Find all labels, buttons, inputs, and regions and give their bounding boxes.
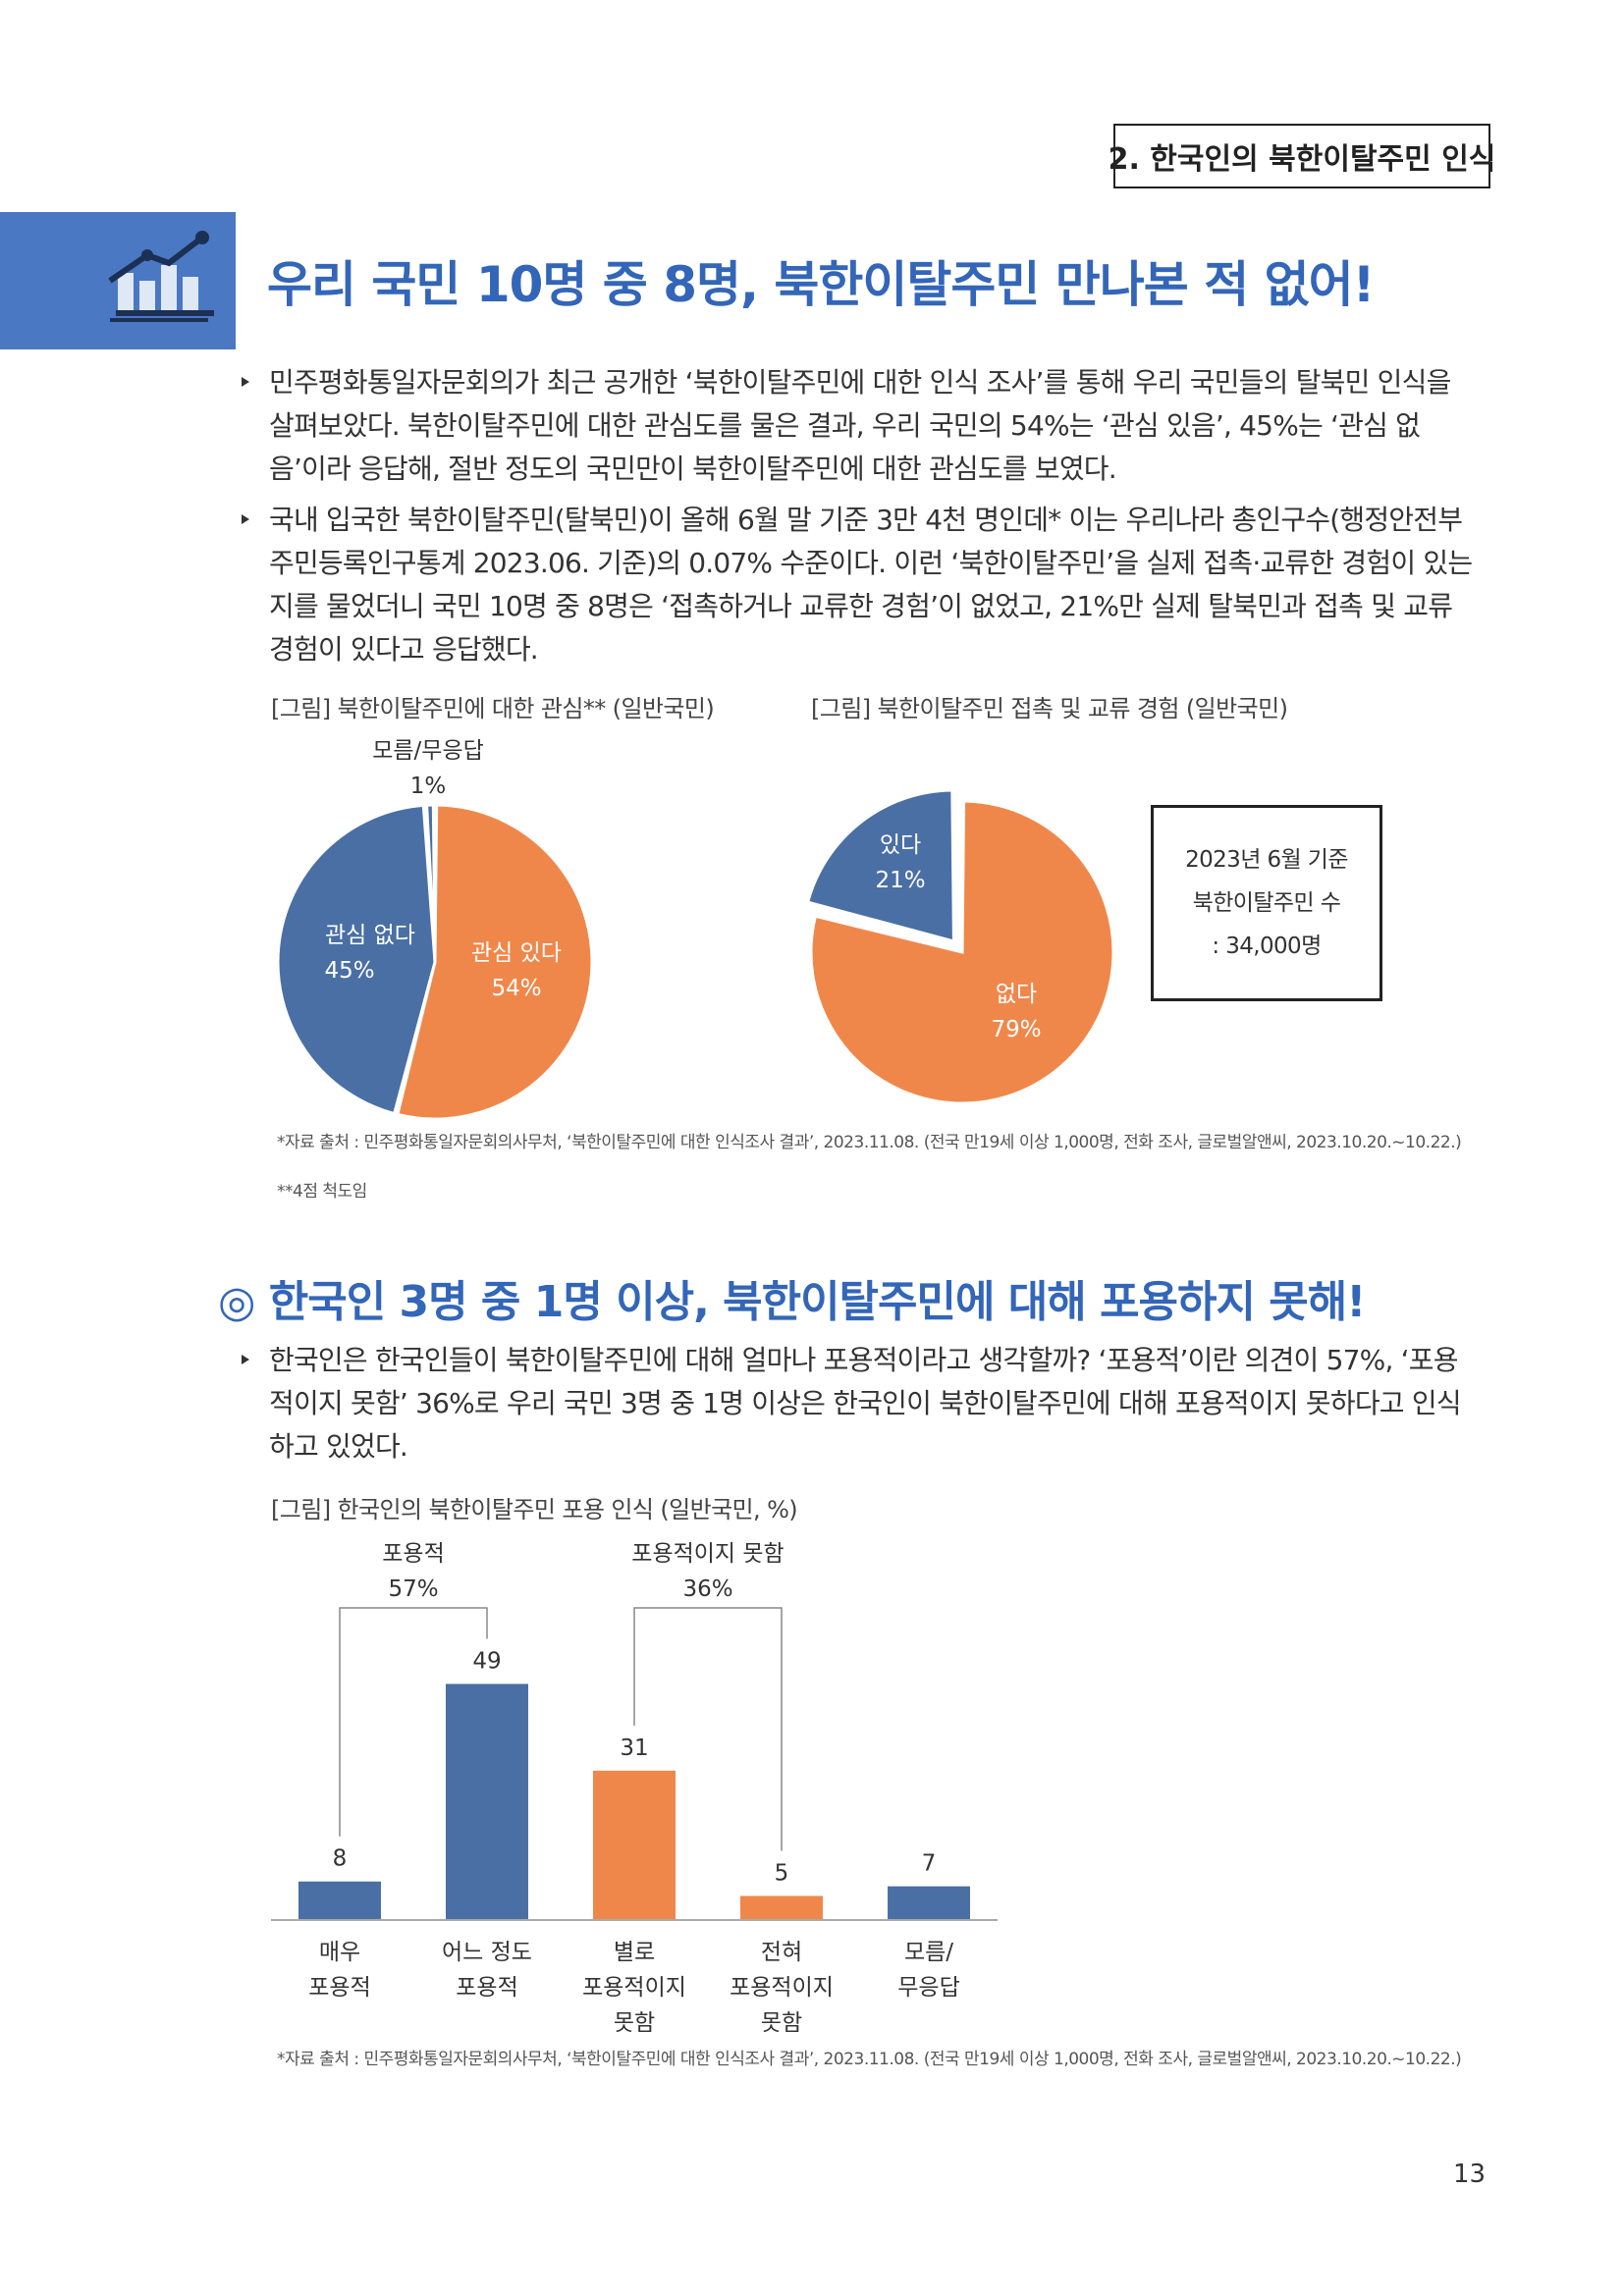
slice-label: 모름/무응답	[372, 738, 484, 764]
header-icon-block	[0, 212, 236, 349]
footnote-1: **4점 척도임	[277, 1182, 367, 1201]
bar-series: 8 49 31 5 7	[298, 1648, 970, 1920]
bar-chart-icon	[108, 231, 214, 322]
group-label: 포용적	[382, 1541, 444, 1567]
source-note-1: *자료 출처 : 민주평화통일자문회의사무처, ‘북한이탈주민에 대한 인식조사…	[277, 1133, 1462, 1152]
bar	[593, 1770, 676, 1920]
bar-value-label: 8	[333, 1846, 348, 1872]
source-note-2: *자료 출처 : 민주평화통일자문회의사무처, ‘북한이탈주민에 대한 인식조사…	[277, 2050, 1462, 2069]
bar-value-label: 49	[472, 1648, 501, 1674]
bar-chart-inclusion: 8 49 31 5 7 포용적 57% 포용적이지 못함 36% 매우 포용적 어느 정도 포용적 별…	[271, 1541, 998, 2036]
category-label: 전혀 포용적이지 못함	[730, 1940, 834, 2036]
bar	[740, 1896, 823, 1920]
category-label: 별로 포용적이지 못함	[582, 1940, 686, 2036]
bar-value-label: 31	[620, 1735, 648, 1761]
pie-chart-contact: 있다 21% 없다 79%	[805, 788, 1115, 1105]
bullet-list-2: 한국인은 한국인들이 북한이탈주민에 대해 얼마나 포용적이라고 생각할까? ‘…	[240, 1339, 1477, 1468]
bar	[446, 1683, 528, 1920]
note-line: : 34,000명	[1212, 934, 1322, 959]
pie-slice-interested	[396, 803, 594, 1121]
slice-value: 1%	[410, 774, 447, 799]
headline-2: ◎ 한국인 3명 중 1명 이상, 북한이탈주민에 대해 포용하지 못해!	[218, 1266, 1367, 1329]
bullet-item: 국내 입국한 북한이탈주민(탈북민)이 올해 6월 말 기준 3만 4천 명인데…	[240, 499, 1477, 671]
slice-label: 있다	[880, 832, 921, 858]
bullseye-icon: ◎	[218, 1277, 255, 1327]
slice-label: 없다	[996, 982, 1037, 1007]
group-value: 36%	[682, 1576, 732, 1602]
bar-value-label: 7	[922, 1851, 937, 1877]
slice-value: 21%	[875, 868, 925, 893]
category-label: 모름/무응답	[897, 1940, 959, 2001]
category-label: 매우 포용적	[308, 1940, 370, 2001]
chart2-caption: [그림] 북한이탈주민 접촉 및 교류 경험 (일반국민)	[811, 695, 1288, 722]
category-label: 어느 정도 포용적	[442, 1940, 532, 2001]
headline-2-text: 한국인 3명 중 1명 이상, 북한이탈주민에 대해 포용하지 못해!	[268, 1277, 1367, 1327]
section-tag: 2. 한국인의 북한이탈주민 인식	[1109, 124, 1495, 188]
bar	[298, 1881, 381, 1920]
slice-value: 79%	[991, 1017, 1041, 1042]
bar	[888, 1886, 970, 1920]
slice-label: 관심 있다	[471, 940, 562, 966]
pie-slice-not-interested	[276, 803, 437, 1116]
pie-slice-no-answer	[425, 803, 437, 963]
page-number: 13	[1453, 2160, 1487, 2189]
category-labels: 매우 포용적 어느 정도 포용적 별로 포용적이지 못함 전혀 포용적이지 못함 모름/무응답	[308, 1940, 959, 2036]
group-value: 57%	[388, 1576, 438, 1602]
slice-label: 관심 없다	[325, 923, 415, 948]
bullet-item: 민주평화통일자문회의가 최근 공개한 ‘북한이탈주민에 대한 인식 조사’를 통…	[240, 361, 1477, 491]
slice-value: 45%	[324, 958, 374, 984]
slice-value: 54%	[491, 976, 541, 1001]
chart3-caption: [그림] 한국인의 북한이탈주민 포용 인식 (일반국민, %)	[271, 1496, 798, 1523]
group-brackets: 포용적 57% 포용적이지 못함 36%	[339, 1541, 784, 1851]
bullet-list-1: 민주평화통일자문회의가 최근 공개한 ‘북한이탈주민에 대한 인식 조사’를 통…	[240, 361, 1477, 671]
headline-1: 우리 국민 10명 중 8명, 북한이탈주민 만나본 적 없어!	[267, 256, 1375, 313]
note-line: 북한이탈주민 수	[1192, 890, 1341, 916]
group-bracket	[633, 1607, 783, 1851]
note-box: 2023년 6월 기준 북한이탈주민 수 : 34,000명	[1151, 805, 1382, 1001]
pie-slice-none	[809, 799, 1115, 1105]
note-line: 2023년 6월 기준	[1185, 847, 1348, 873]
group-label: 포용적이지 못함	[631, 1541, 784, 1567]
pie-chart-interest: 관심 없다 45% 관심 있다 54% 모름/무응답 1%	[276, 738, 594, 1121]
bullet-item: 한국인은 한국인들이 북한이탈주민에 대해 얼마나 포용적이라고 생각할까? ‘…	[240, 1339, 1477, 1468]
group-bracket	[339, 1607, 488, 1837]
pie-slice-yes	[805, 788, 955, 943]
bar-value-label: 5	[775, 1860, 789, 1886]
chart1-caption: [그림] 북한이탈주민에 대한 관심** (일반국민)	[271, 695, 715, 722]
